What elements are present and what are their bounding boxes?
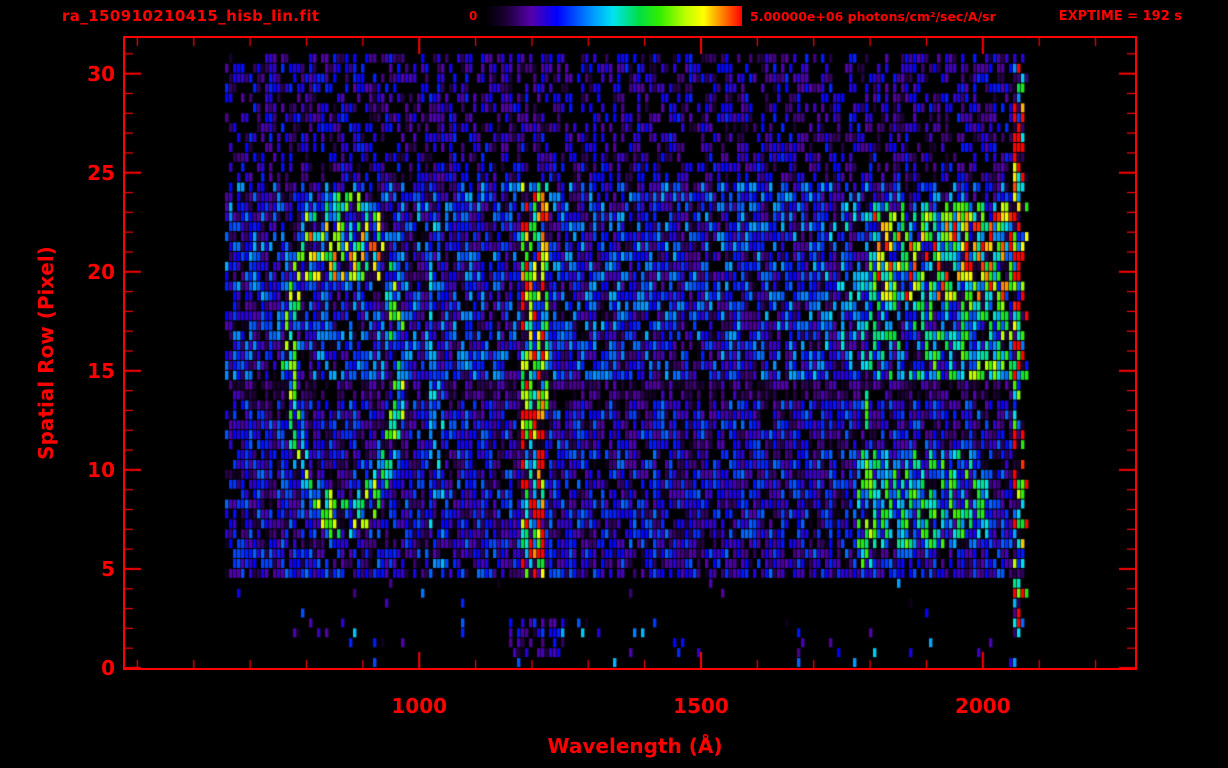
y-tick-label: 25 xyxy=(87,160,115,185)
colorbar-max-label: 5.00000e+06 photons/cm²/sec/A/sr xyxy=(750,9,996,24)
file-title: ra_150910210415_hisb_lin.fit xyxy=(62,7,320,25)
x-tick-label: 1500 xyxy=(673,694,729,718)
x-tick-label: 2000 xyxy=(954,694,1011,718)
colorbar-min-label: 0 xyxy=(469,9,478,23)
y-tick-label: 10 xyxy=(87,457,115,482)
x-tick-label: 1000 xyxy=(391,694,448,718)
colorbar xyxy=(485,6,742,26)
y-tick-label: 30 xyxy=(87,61,115,86)
y-tick-label: 0 xyxy=(101,656,115,680)
exptime-label: EXPTIME = 192 s xyxy=(1058,9,1182,24)
y-tick-label: 5 xyxy=(101,556,115,581)
y-tick-label: 20 xyxy=(87,259,115,284)
y-tick-label: 15 xyxy=(87,358,115,383)
y-axis-title: Spatial Row (Pixel) xyxy=(34,246,58,460)
x-axis-title: Wavelength (Å) xyxy=(547,734,723,758)
spectrogram-canvas xyxy=(125,38,1135,668)
